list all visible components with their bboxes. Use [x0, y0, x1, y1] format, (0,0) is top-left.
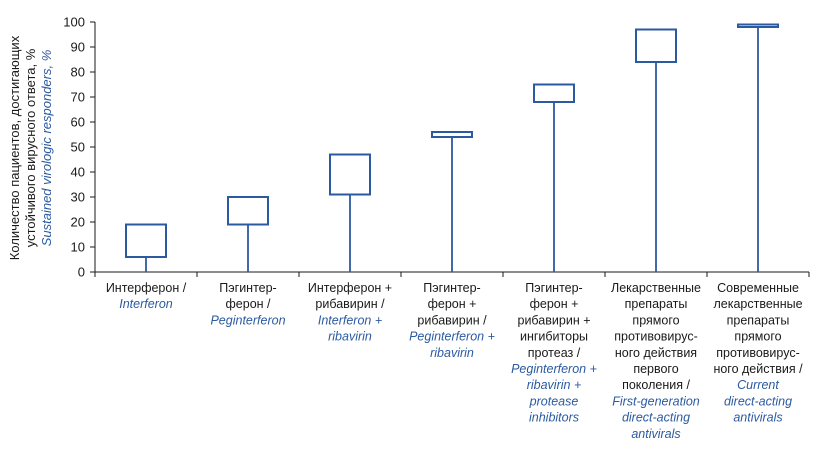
range-box — [329, 153, 371, 196]
category-label-en: Current — [737, 378, 779, 392]
category-label-ru: ного действия — [615, 346, 697, 360]
range-box — [125, 223, 167, 258]
range-box — [635, 28, 677, 63]
category-label-ru: Интерферон / — [106, 281, 187, 295]
y-tick-label: 30 — [71, 190, 85, 205]
chart-marks — [125, 23, 779, 272]
category-label-ru: ферон + — [530, 297, 579, 311]
category-label-en: Peginterferon + — [409, 330, 495, 344]
y-tick-label: 10 — [71, 240, 85, 255]
y-tick-label: 0 — [78, 265, 85, 280]
category-label-ru: поколения / — [622, 378, 690, 392]
category-label-en: antivirals — [733, 411, 782, 425]
category-label-ru: рибавирин / — [417, 313, 487, 327]
category-label-en: protease — [529, 394, 579, 408]
category-label-en: direct-acting — [724, 394, 792, 408]
y-axis-title-en: Sustained virologic responders, % — [39, 50, 54, 247]
category-label-ru: противовирус- — [716, 346, 800, 360]
category-label-en: Interferon + — [318, 313, 382, 327]
category-label-ru: препараты — [625, 297, 688, 311]
category-label-ru: Пэгинтер- — [423, 281, 480, 295]
y-tick-label: 60 — [71, 115, 85, 130]
y-axis-title-ru-line2: устойчивого вирусного ответа, % — [23, 48, 38, 247]
category-label-ru: прямого — [632, 313, 679, 327]
y-axis-title: Количество пациентов, достигающих устойч… — [7, 35, 54, 260]
y-tick-label: 90 — [71, 40, 85, 55]
category-label-en: ribavirin — [430, 346, 474, 360]
category-label-en: antivirals — [631, 427, 680, 441]
range-box — [533, 83, 575, 103]
category-label-ru: рибавирин / — [315, 297, 385, 311]
y-tick-label: 80 — [71, 65, 85, 80]
category-label-ru: Пэгинтер- — [525, 281, 582, 295]
category-label-ru: Пэгинтер- — [219, 281, 276, 295]
category-label-ru: Интерферон + — [308, 281, 392, 295]
category-label-ru: препараты — [727, 313, 790, 327]
category-label-ru: рибавирин + — [518, 313, 591, 327]
category-labels: Интерферон / Interferon Пэгинтер-ферон / Pe… — [106, 281, 803, 441]
category-label-en: ribavirin + — [527, 378, 582, 392]
range-box — [737, 23, 779, 28]
y-tick-label: 40 — [71, 165, 85, 180]
y-tick-label: 50 — [71, 140, 85, 155]
category-label-ru: ферон + — [428, 297, 477, 311]
category-label-ru: ного действия / — [713, 362, 803, 376]
y-tick-label: 70 — [71, 90, 85, 105]
category-label-ru: протеаз / — [528, 346, 581, 360]
range-box — [431, 131, 473, 138]
y-ticks: 0 10 20 30 40 50 60 70 80 90 100 — [63, 15, 95, 280]
category-label-en: ribavirin — [328, 330, 372, 344]
category-label-ru: первого — [633, 362, 678, 376]
category-label-en: inhibitors — [529, 411, 579, 425]
category-label-en: Interferon — [119, 297, 173, 311]
category-label-ru: ингибиторы — [520, 330, 588, 344]
category-label-ru: лекарственные — [713, 297, 802, 311]
category-label-ru: противовирус- — [614, 330, 698, 344]
category-label-en: Peginterferon + — [511, 362, 597, 376]
y-axis-title-ru-line1: Количество пациентов, достигающих — [7, 35, 22, 260]
category-label-ru: ферон / — [226, 297, 272, 311]
category-label-en: Peginterferon — [210, 313, 285, 327]
y-tick-label: 20 — [71, 215, 85, 230]
range-box — [227, 196, 269, 226]
category-label-ru: Современные — [717, 281, 799, 295]
category-label-en: First-generation — [612, 394, 700, 408]
category-label-en: direct-acting — [622, 411, 690, 425]
y-tick-label: 100 — [63, 15, 85, 30]
category-label-ru: прямого — [734, 330, 781, 344]
category-label-ru: Лекарственные — [611, 281, 701, 295]
